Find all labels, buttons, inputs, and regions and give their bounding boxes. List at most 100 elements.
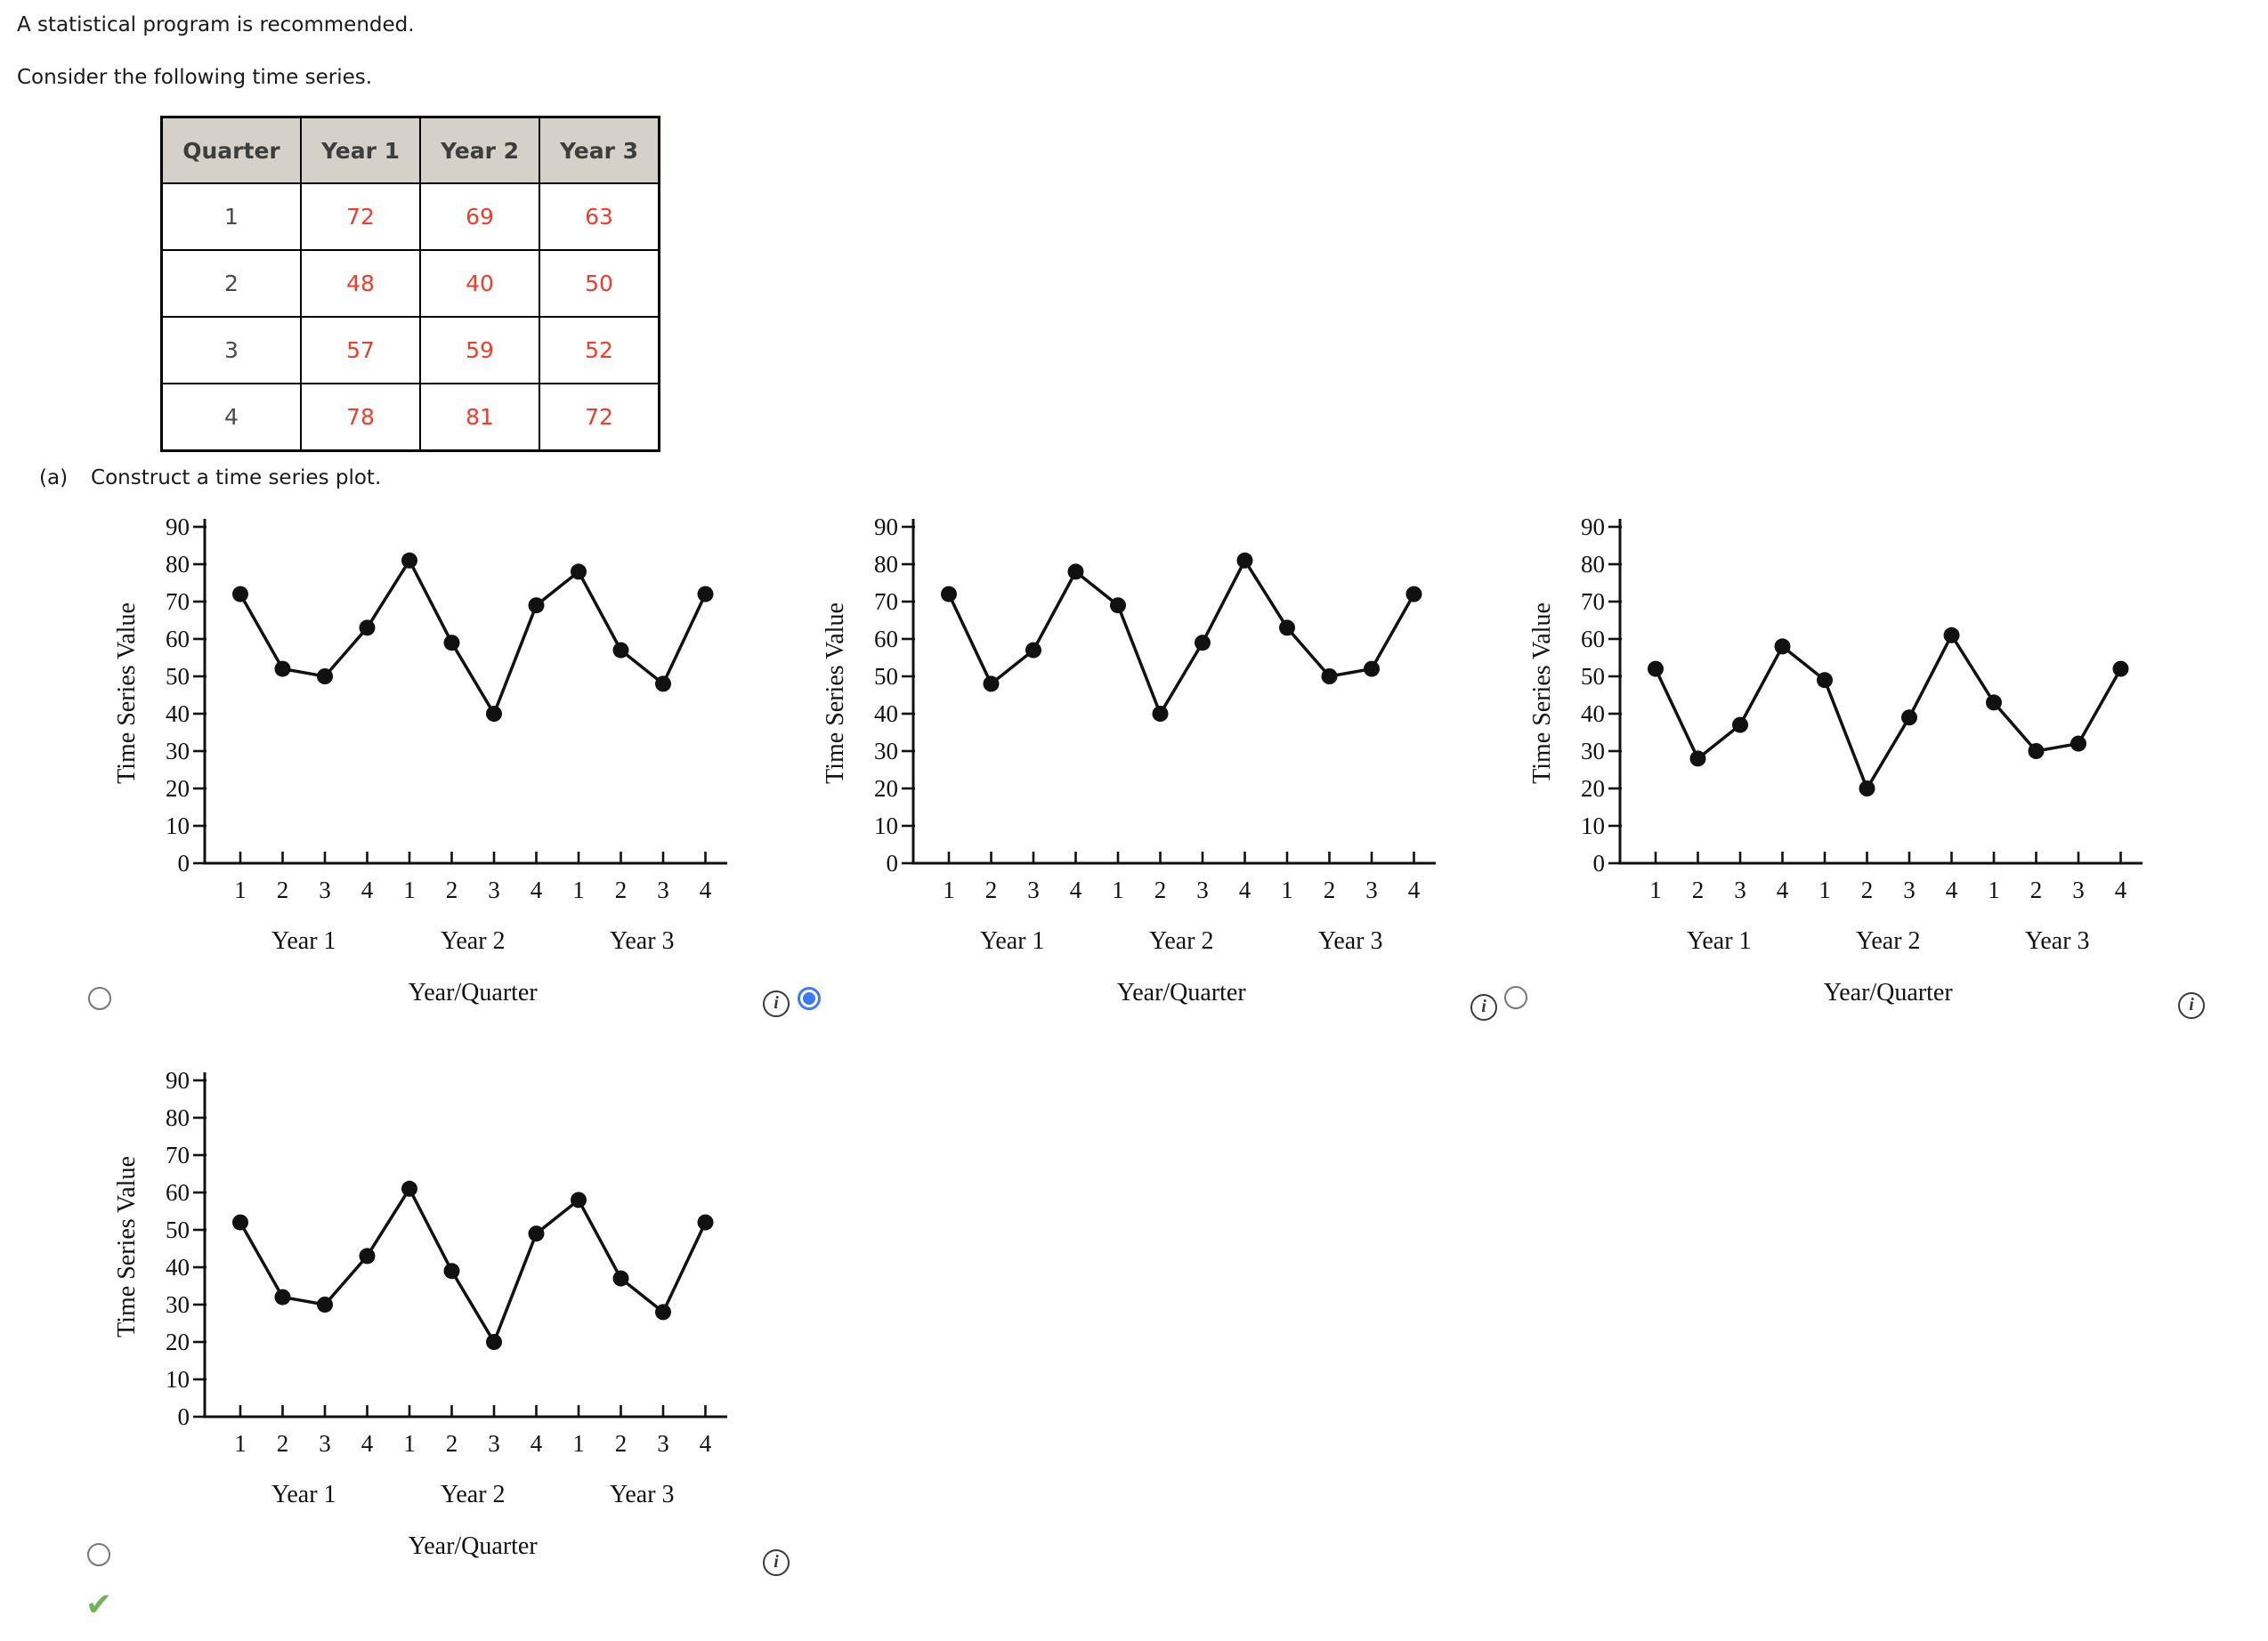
svg-text:30: 30 bbox=[166, 738, 190, 764]
info-icon-glyph: i bbox=[2189, 995, 2194, 1015]
info-icon[interactable]: i bbox=[1470, 994, 1497, 1021]
value-cell: 52 bbox=[539, 316, 660, 384]
value-cell: 48 bbox=[300, 249, 421, 318]
value-cell: 40 bbox=[419, 249, 540, 318]
svg-text:50: 50 bbox=[1581, 663, 1605, 690]
svg-text:Year 1: Year 1 bbox=[271, 927, 336, 955]
time-series-table: Quarter Year 1 Year 2 Year 3 1 72 69 63 … bbox=[160, 116, 660, 452]
svg-text:70: 70 bbox=[874, 588, 898, 615]
part-a-prompt: (a) Construct a time series plot. bbox=[39, 466, 381, 489]
svg-text:4: 4 bbox=[700, 1430, 712, 1457]
svg-text:2: 2 bbox=[615, 877, 628, 903]
radio-option-1[interactable] bbox=[88, 987, 111, 1010]
svg-text:Year 3: Year 3 bbox=[610, 1481, 675, 1508]
svg-text:4: 4 bbox=[531, 877, 543, 903]
svg-text:2: 2 bbox=[277, 877, 289, 903]
svg-text:0: 0 bbox=[178, 1403, 190, 1430]
svg-text:0: 0 bbox=[1593, 850, 1606, 877]
svg-text:40: 40 bbox=[874, 700, 898, 727]
svg-text:1: 1 bbox=[1818, 877, 1831, 903]
radio-selected-dot bbox=[803, 992, 815, 1005]
value-cell: 57 bbox=[300, 316, 421, 384]
svg-text:90: 90 bbox=[166, 513, 190, 540]
svg-text:2: 2 bbox=[277, 1430, 289, 1457]
svg-text:1: 1 bbox=[403, 877, 416, 903]
radio-option-3[interactable] bbox=[1504, 986, 1527, 1009]
svg-text:3: 3 bbox=[657, 1430, 669, 1457]
svg-text:3: 3 bbox=[1196, 877, 1209, 903]
svg-text:3: 3 bbox=[657, 877, 669, 903]
value-cell: 69 bbox=[419, 182, 540, 251]
info-icon-glyph: i bbox=[774, 993, 779, 1013]
svg-text:30: 30 bbox=[166, 1291, 190, 1318]
svg-text:70: 70 bbox=[166, 588, 190, 615]
svg-text:3: 3 bbox=[488, 1430, 500, 1457]
info-icon[interactable]: i bbox=[2178, 992, 2205, 1019]
col-header-year3: Year 3 bbox=[539, 116, 660, 184]
svg-text:Year 1: Year 1 bbox=[1687, 927, 1752, 955]
svg-text:60: 60 bbox=[166, 626, 190, 652]
svg-text:60: 60 bbox=[874, 626, 898, 652]
svg-text:2: 2 bbox=[1324, 877, 1336, 903]
svg-text:10: 10 bbox=[874, 812, 898, 839]
time-series-plot-option-1: 0 10 20 30 40 50 60 70 80 90 1 2 3 4 1 2 3 4 1 2 3 4 Year 1 Yea… bbox=[67, 503, 743, 1019]
info-icon[interactable]: i bbox=[763, 1549, 790, 1576]
correct-answer-checkmark: ✔ bbox=[85, 1587, 113, 1623]
radio-option-4[interactable] bbox=[87, 1543, 110, 1566]
svg-text:10: 10 bbox=[166, 1366, 190, 1393]
svg-text:40: 40 bbox=[1581, 700, 1605, 727]
svg-text:3: 3 bbox=[2072, 877, 2085, 903]
info-icon[interactable]: i bbox=[763, 990, 790, 1017]
svg-text:1: 1 bbox=[1988, 877, 2000, 903]
svg-text:30: 30 bbox=[874, 738, 898, 764]
svg-text:3: 3 bbox=[488, 877, 500, 903]
svg-text:20: 20 bbox=[166, 775, 190, 802]
svg-text:60: 60 bbox=[1581, 626, 1605, 652]
svg-text:80: 80 bbox=[1581, 551, 1605, 578]
svg-text:Year 1: Year 1 bbox=[980, 927, 1045, 955]
value-cell: 59 bbox=[419, 316, 540, 384]
svg-text:2: 2 bbox=[985, 877, 998, 903]
svg-text:1: 1 bbox=[1281, 877, 1293, 903]
svg-text:3: 3 bbox=[1027, 877, 1040, 903]
svg-text:Year 1: Year 1 bbox=[271, 1481, 336, 1508]
svg-text:80: 80 bbox=[166, 1104, 190, 1131]
svg-text:Year 2: Year 2 bbox=[1149, 927, 1214, 955]
radio-option-2-selected[interactable] bbox=[798, 987, 821, 1010]
svg-text:Year 3: Year 3 bbox=[2025, 927, 2090, 955]
svg-text:1: 1 bbox=[234, 1430, 247, 1457]
svg-text:Year/Quarter: Year/Quarter bbox=[409, 979, 539, 1006]
svg-text:4: 4 bbox=[700, 877, 712, 903]
table-row: 2 48 40 50 bbox=[160, 249, 660, 318]
time-series-plot-option-2: 0 10 20 30 40 50 60 70 80 90 1 2 3 4 1 2 3 4 1 2 3 4 Year 1 Yea… bbox=[775, 503, 1452, 1019]
quarter-cell: 4 bbox=[160, 383, 302, 452]
svg-text:4: 4 bbox=[1239, 877, 1251, 903]
intro-text-consider: Consider the following time series. bbox=[17, 66, 373, 89]
value-cell: 72 bbox=[300, 182, 421, 251]
value-cell: 72 bbox=[539, 383, 660, 452]
svg-text:Year 3: Year 3 bbox=[1318, 927, 1383, 955]
time-series-plot-option-4: 0 10 20 30 40 50 60 70 80 90 1 2 3 4 1 2 3 4 1 2 3 4 Year 1 Yea… bbox=[67, 1056, 743, 1572]
svg-text:80: 80 bbox=[166, 551, 190, 578]
svg-text:2: 2 bbox=[1154, 877, 1167, 903]
svg-text:Time Series Value: Time Series Value bbox=[822, 602, 849, 784]
svg-text:Year 2: Year 2 bbox=[1856, 927, 1921, 955]
svg-text:1: 1 bbox=[1649, 877, 1662, 903]
svg-text:2: 2 bbox=[2030, 877, 2043, 903]
svg-text:90: 90 bbox=[166, 1067, 190, 1094]
quarter-cell: 3 bbox=[160, 316, 302, 384]
svg-text:0: 0 bbox=[887, 850, 899, 877]
svg-text:70: 70 bbox=[1581, 588, 1605, 615]
svg-text:80: 80 bbox=[874, 551, 898, 578]
svg-text:3: 3 bbox=[319, 1430, 331, 1457]
svg-text:10: 10 bbox=[1581, 812, 1605, 839]
quarter-cell: 2 bbox=[160, 249, 302, 318]
table-row: 1 72 69 63 bbox=[160, 182, 660, 251]
svg-text:4: 4 bbox=[1408, 877, 1421, 903]
col-header-year1: Year 1 bbox=[300, 116, 421, 184]
svg-text:40: 40 bbox=[166, 1254, 190, 1281]
svg-text:Year/Quarter: Year/Quarter bbox=[409, 1532, 539, 1560]
svg-text:4: 4 bbox=[361, 877, 374, 903]
svg-text:3: 3 bbox=[1365, 877, 1378, 903]
